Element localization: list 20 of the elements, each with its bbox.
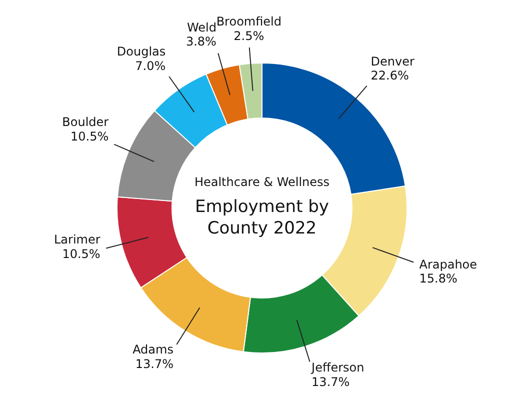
- slice-label: Jefferson: [310, 360, 364, 374]
- text: Employment by County 2022: [195, 197, 329, 238]
- slice-label: Douglas: [116, 44, 166, 59]
- data-label: 13.7%: [312, 374, 350, 389]
- slice-label: Denver: [370, 54, 414, 68]
- data-label: 15.8%: [419, 272, 458, 286]
- slice-label: Broomfield: [216, 14, 282, 29]
- data-label: 13.7%: [135, 357, 174, 372]
- data-label: 3.8%: [186, 34, 216, 49]
- slice-label: Adams: [132, 342, 174, 357]
- data-label: 7.0%: [135, 59, 166, 74]
- slice-label: Weld: [186, 20, 216, 34]
- slice-label: Arapahoe: [419, 257, 478, 272]
- slice-label: Boulder: [62, 114, 109, 129]
- data-label: 22.6%: [370, 68, 409, 83]
- data-label: 10.5%: [70, 129, 109, 144]
- data-label: 2.5%: [234, 28, 264, 43]
- data-label: 10.5%: [62, 247, 100, 262]
- text: Healthcare & Wellness: [194, 175, 330, 189]
- slice-label: Larimer: [54, 232, 100, 247]
